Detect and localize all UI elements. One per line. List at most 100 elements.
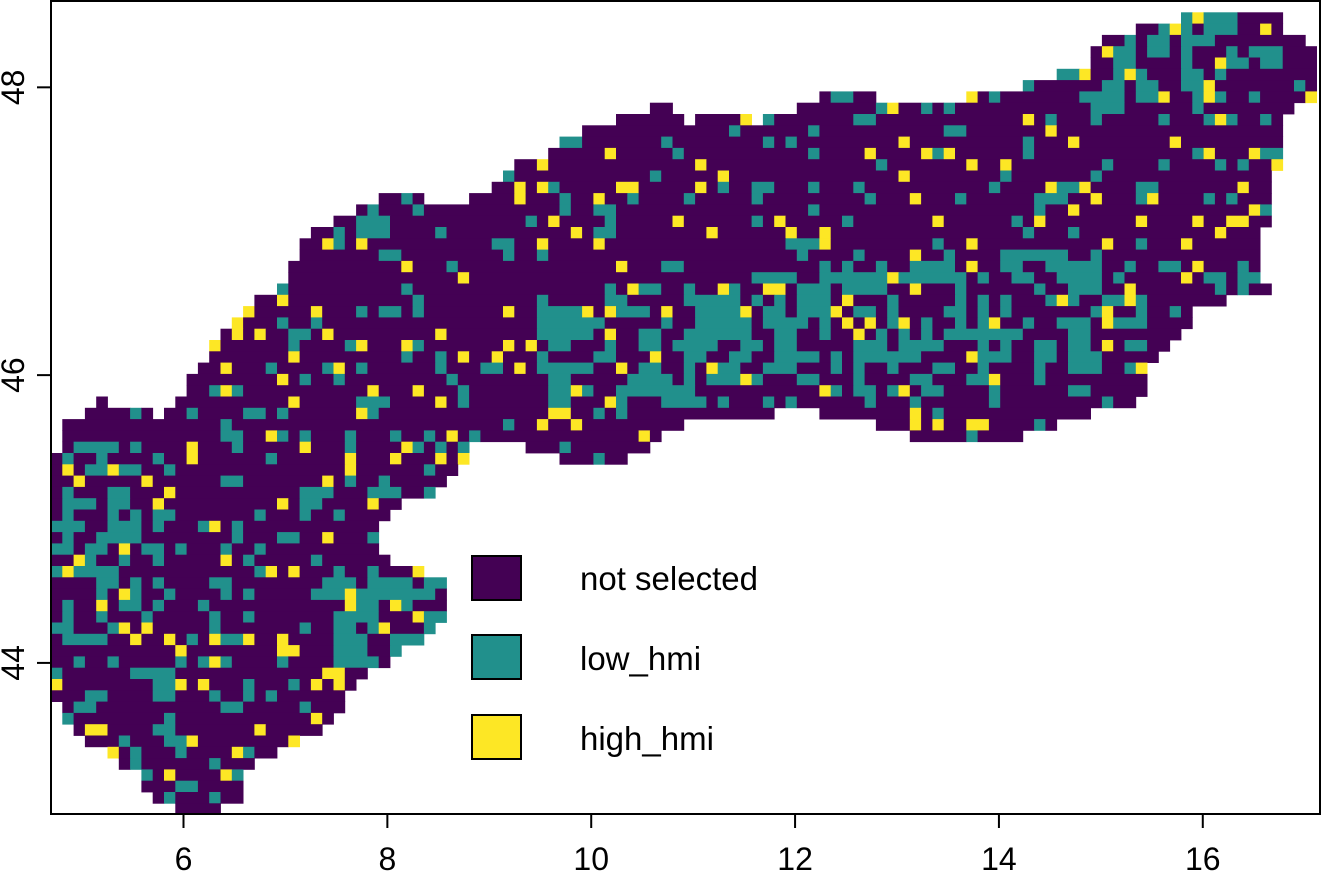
raster-cell xyxy=(536,419,549,431)
raster-cell xyxy=(1090,170,1103,183)
raster-cell xyxy=(977,362,990,375)
raster-cell xyxy=(367,238,493,250)
raster-cell xyxy=(1000,396,1103,409)
raster-cell xyxy=(808,317,820,330)
raster-cell xyxy=(1248,260,1261,273)
raster-cell xyxy=(921,249,945,262)
raster-cell xyxy=(1022,114,1035,126)
raster-cell xyxy=(1000,181,1046,194)
raster-cell xyxy=(1124,102,1193,115)
raster-cell xyxy=(932,328,945,341)
raster-cell xyxy=(277,690,346,702)
raster-cell xyxy=(277,407,289,420)
raster-cell xyxy=(446,328,538,341)
raster-cell xyxy=(751,193,764,205)
raster-cell xyxy=(288,260,402,273)
raster-cell xyxy=(887,102,899,115)
raster-cell xyxy=(1169,23,1182,36)
raster-cell xyxy=(1192,260,1204,273)
raster-cell xyxy=(943,249,956,262)
raster-cell xyxy=(197,633,210,646)
raster-cell xyxy=(819,238,832,250)
raster-cell xyxy=(1147,317,1193,330)
raster-cell xyxy=(243,679,255,691)
raster-cell xyxy=(955,294,967,307)
raster-cell xyxy=(1192,147,1204,160)
raster-cell xyxy=(84,690,108,702)
raster-cell xyxy=(435,227,447,239)
raster-cell xyxy=(525,362,538,375)
x-tick-label: 10 xyxy=(573,841,609,876)
raster-cell xyxy=(898,385,911,397)
raster-cell xyxy=(921,283,956,296)
raster-cell xyxy=(1101,396,1114,409)
x-tick-label: 6 xyxy=(175,841,193,876)
raster-cell xyxy=(62,701,74,714)
raster-cell xyxy=(1000,385,1069,397)
raster-cell xyxy=(322,475,334,488)
raster-cell xyxy=(1101,294,1125,307)
raster-cell xyxy=(830,91,854,104)
raster-cell xyxy=(62,453,74,465)
raster-cell xyxy=(243,701,300,714)
raster-cell xyxy=(875,385,888,397)
raster-cell xyxy=(819,385,832,397)
raster-cell xyxy=(853,351,922,363)
raster-cell xyxy=(288,317,312,330)
raster-cell xyxy=(220,588,233,601)
raster-cell xyxy=(344,362,357,375)
raster-cell xyxy=(898,306,945,318)
raster-cell xyxy=(977,294,990,307)
raster-cell xyxy=(604,340,617,352)
raster-cell xyxy=(73,464,86,476)
raster-cell xyxy=(683,294,741,307)
raster-cell xyxy=(1022,147,1035,160)
raster-cell xyxy=(96,498,108,510)
raster-cell xyxy=(921,328,933,341)
legend-label-not-selected: not selected xyxy=(580,560,758,597)
raster-cell xyxy=(729,125,741,137)
raster-cell xyxy=(423,622,436,635)
raster-cell xyxy=(932,362,956,375)
raster-cell xyxy=(1090,114,1103,126)
raster-cell xyxy=(1056,294,1069,307)
raster-cell xyxy=(1147,238,1182,250)
raster-cell xyxy=(435,441,447,454)
raster-cell xyxy=(164,464,176,476)
raster-cell xyxy=(62,441,74,454)
raster-cell xyxy=(616,396,628,409)
raster-cell xyxy=(84,656,108,669)
raster-cell xyxy=(175,486,300,499)
raster-cell xyxy=(842,294,854,307)
raster-cell xyxy=(853,385,877,397)
raster-cell xyxy=(853,362,865,375)
raster-cell xyxy=(830,294,843,307)
raster-cell xyxy=(774,396,786,409)
raster-cell xyxy=(243,554,255,567)
raster-cell xyxy=(73,532,97,544)
raster-cell xyxy=(1101,34,1125,47)
raster-cell xyxy=(265,328,289,341)
raster-cell xyxy=(152,554,165,567)
raster-cell xyxy=(1147,68,1182,81)
raster-cell xyxy=(548,249,798,262)
raster-cell xyxy=(785,396,798,409)
raster-cell xyxy=(175,645,187,657)
raster-cell xyxy=(356,430,391,443)
raster-cell xyxy=(265,724,323,736)
raster-cell xyxy=(1158,193,1204,205)
raster-cell xyxy=(729,396,764,409)
raster-cell xyxy=(604,193,628,205)
raster-cell xyxy=(661,351,685,363)
raster-cell xyxy=(1237,181,1250,194)
raster-cell xyxy=(1124,91,1137,104)
raster-cell xyxy=(1158,23,1171,36)
raster-cell xyxy=(435,351,447,363)
raster-cell xyxy=(1226,159,1238,171)
raster-cell xyxy=(130,407,142,420)
raster-cell xyxy=(243,306,255,318)
raster-cell xyxy=(932,215,945,228)
raster-cell xyxy=(559,453,594,465)
raster-cell xyxy=(1068,362,1103,375)
raster-cell xyxy=(683,283,696,296)
